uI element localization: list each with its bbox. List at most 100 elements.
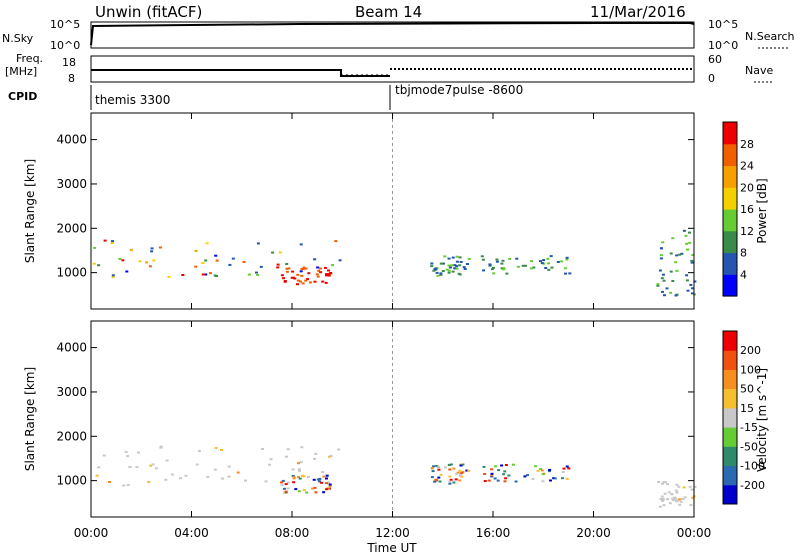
range-cell [324,266,327,269]
colorbar-tick-label: -50 [740,440,758,453]
range-cell [434,268,438,271]
range-cell [561,471,565,473]
range-cell [284,483,288,486]
range-cell [164,478,168,481]
range-cell [122,484,126,487]
range-cell [329,454,333,457]
x-tick-label: 00:00 [74,526,109,540]
range-cell [302,475,306,478]
range-cell [296,279,300,282]
nsky-trace [90,22,695,46]
range-cell [492,272,496,275]
colorbar-segment [723,484,737,505]
range-cell [671,280,675,282]
range-cell [259,265,263,268]
range-cell [490,474,494,477]
range-cell [675,483,679,486]
colorbar-tick-label: 4 [740,268,747,281]
range-cell [448,468,452,471]
range-cell [322,491,326,494]
range-cell [542,259,546,262]
range-cell [490,468,494,471]
power-y-axis: 1000 2000 3000 4000 [56,133,694,280]
y-tick-label: 4000 [56,341,87,355]
range-cell [128,466,132,468]
nsky-label: N.Sky [2,32,34,45]
range-cell [670,493,674,496]
colorbar-segment [723,252,737,275]
range-cell [292,477,296,480]
colorbar-segment [723,122,737,145]
range-cell [286,481,290,484]
range-cell [682,229,686,232]
range-cell [299,461,303,464]
range-cell [437,465,441,468]
range-cell [454,478,458,481]
range-cell [488,263,492,266]
range-cell [271,251,275,254]
range-cell [283,487,286,490]
range-cell [430,265,434,268]
range-cell [327,274,331,277]
velocity-y-axis: 1000 2000 3000 4000 [56,341,694,488]
range-cell [286,448,290,451]
time-axis: 00:00 04:00 08:00 12:00 16:00 20:00 00:00 [74,113,712,540]
range-cell [674,261,678,264]
range-cell [507,474,511,477]
range-cell [482,269,485,272]
range-cell [95,474,99,477]
range-cell [661,482,664,485]
range-cell [325,273,328,276]
range-cell [435,465,439,467]
power-y-label: Slant Range [km] [23,159,37,263]
power-colorbar: 4 8 12 16 20 24 28 [722,121,754,297]
range-cell [129,248,133,251]
range-cell [467,257,471,260]
x-tick-label: 00:00 [677,526,712,540]
range-cell [495,260,499,263]
range-cell [668,502,672,505]
range-cell [439,272,443,275]
range-cell [97,466,101,469]
range-cell [300,474,304,477]
range-cell [540,262,544,265]
range-cell [438,480,442,483]
range-cell [656,284,660,287]
range-cell [302,266,306,269]
range-cell [126,484,130,486]
range-cell [444,466,447,469]
range-cell [565,465,569,468]
range-cell [502,268,506,271]
range-cell [121,259,125,262]
range-cell [290,276,294,279]
range-cell [297,468,301,471]
range-cell [194,265,198,268]
range-cell [691,497,695,499]
range-cell [439,473,443,476]
range-cell [456,471,460,474]
range-cell [293,277,297,280]
range-cell [500,267,504,270]
colorbar-tick-label: 15 [740,402,754,415]
range-cell [686,289,690,292]
range-cell [512,463,515,466]
range-cell [686,248,689,251]
range-cell [448,482,452,485]
y-tick-label: 1000 [56,474,87,488]
range-cell [327,455,331,458]
range-cell [688,231,691,234]
power-data [92,113,697,309]
freq-tick-bottom: 8 [68,72,75,85]
velocity-colorbar: 200 100 50 15 -15 -50 -100 -200 [722,330,765,505]
range-cell [452,467,456,470]
range-cell [661,273,665,276]
range-cell [562,467,566,470]
colorbar-segment [723,143,737,167]
range-cell [261,448,265,450]
range-cell [430,262,434,265]
range-cell [215,259,219,262]
range-cell [460,475,464,478]
freq-trace [91,69,390,77]
range-cell [546,257,550,260]
range-cell [296,283,299,286]
